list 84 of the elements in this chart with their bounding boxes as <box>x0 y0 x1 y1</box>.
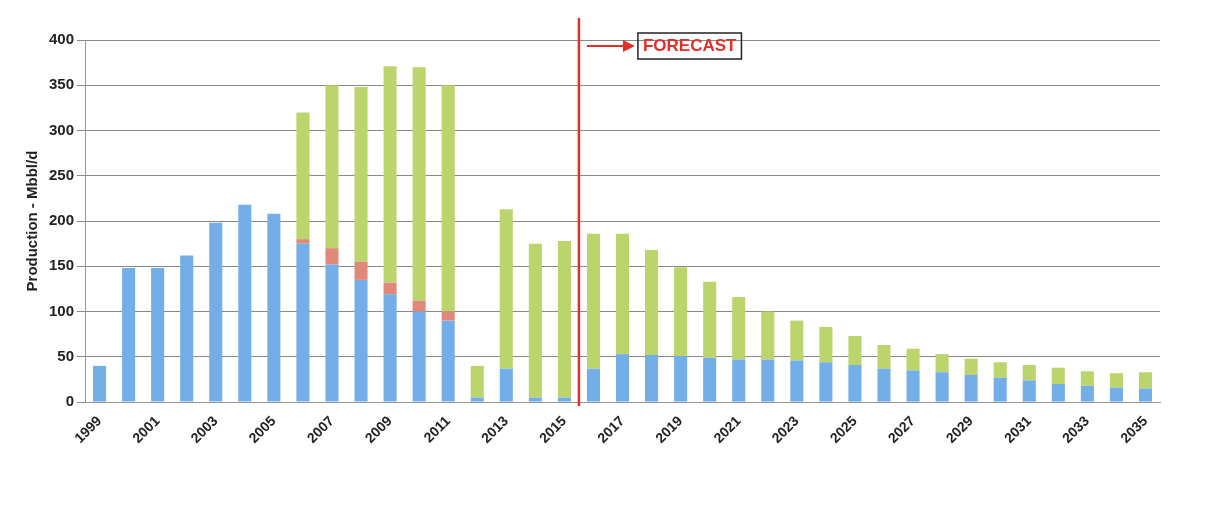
y-tick-label: 50 <box>57 346 75 364</box>
bar <box>586 233 600 369</box>
y-axis-title: Production - Mbbl/d <box>23 150 41 292</box>
bar <box>325 85 339 249</box>
bar <box>383 66 397 283</box>
bar <box>819 362 833 402</box>
y-tick-label: 300 <box>49 120 75 138</box>
bar <box>1109 373 1123 388</box>
bar <box>383 294 397 402</box>
bar <box>674 355 688 402</box>
bar <box>499 368 513 402</box>
bar <box>935 372 949 402</box>
bar <box>703 281 717 358</box>
bar <box>586 368 600 402</box>
bar <box>761 359 775 402</box>
bar <box>296 239 310 244</box>
bar <box>1051 383 1065 402</box>
bar <box>412 67 426 301</box>
bar <box>296 112 310 240</box>
y-tick-label: 350 <box>49 75 75 93</box>
y-tick-label: 400 <box>49 30 75 48</box>
bar <box>993 362 1007 378</box>
bar <box>499 209 513 369</box>
bar <box>1109 387 1123 402</box>
bar <box>93 365 107 402</box>
bar <box>296 243 310 402</box>
bar <box>441 311 455 321</box>
bar <box>615 354 630 402</box>
y-tick-label: 100 <box>49 301 75 319</box>
bar <box>354 87 368 262</box>
bar <box>383 282 397 295</box>
y-tick-label: 0 <box>65 392 75 410</box>
bar <box>1051 367 1065 384</box>
bar <box>557 397 571 402</box>
bar <box>412 311 426 402</box>
bar <box>819 326 833 363</box>
bar <box>964 358 978 375</box>
bar <box>848 336 862 365</box>
bar <box>470 365 484 398</box>
bar <box>1022 364 1036 381</box>
bar <box>151 268 165 402</box>
bar <box>267 213 281 402</box>
bar <box>1138 372 1153 389</box>
bar <box>354 261 368 280</box>
bar <box>209 222 223 402</box>
bar <box>354 279 368 402</box>
bar <box>441 85 455 312</box>
bar <box>325 264 339 402</box>
bar <box>238 204 252 402</box>
bar <box>615 233 630 355</box>
bar <box>877 345 891 369</box>
bar <box>993 377 1007 402</box>
bar <box>703 357 717 402</box>
bar <box>674 267 688 356</box>
bar <box>1138 388 1153 402</box>
bar <box>790 360 804 402</box>
bar <box>848 364 862 402</box>
bar <box>906 348 920 371</box>
ref-line-label: FORECAST <box>642 35 738 55</box>
bar <box>1022 380 1036 402</box>
y-tick-label: 250 <box>49 165 75 183</box>
bar <box>1080 371 1094 386</box>
bar <box>528 397 542 402</box>
bar <box>964 374 978 402</box>
y-tick-label: 150 <box>49 256 75 274</box>
bar <box>1080 385 1094 402</box>
bar <box>412 300 426 312</box>
bar <box>441 320 455 402</box>
bar <box>761 311 775 360</box>
bar <box>557 240 571 398</box>
bar <box>325 248 339 265</box>
bar <box>732 359 746 402</box>
bar <box>790 320 804 361</box>
bar <box>935 354 949 373</box>
bar <box>732 297 746 360</box>
bar <box>528 243 542 398</box>
bar <box>122 268 136 402</box>
y-tick-label: 200 <box>49 211 75 229</box>
bar <box>470 397 484 402</box>
bar <box>906 370 920 402</box>
bar <box>180 255 194 402</box>
bar <box>877 368 891 402</box>
bar <box>645 250 659 356</box>
bar <box>645 355 659 402</box>
